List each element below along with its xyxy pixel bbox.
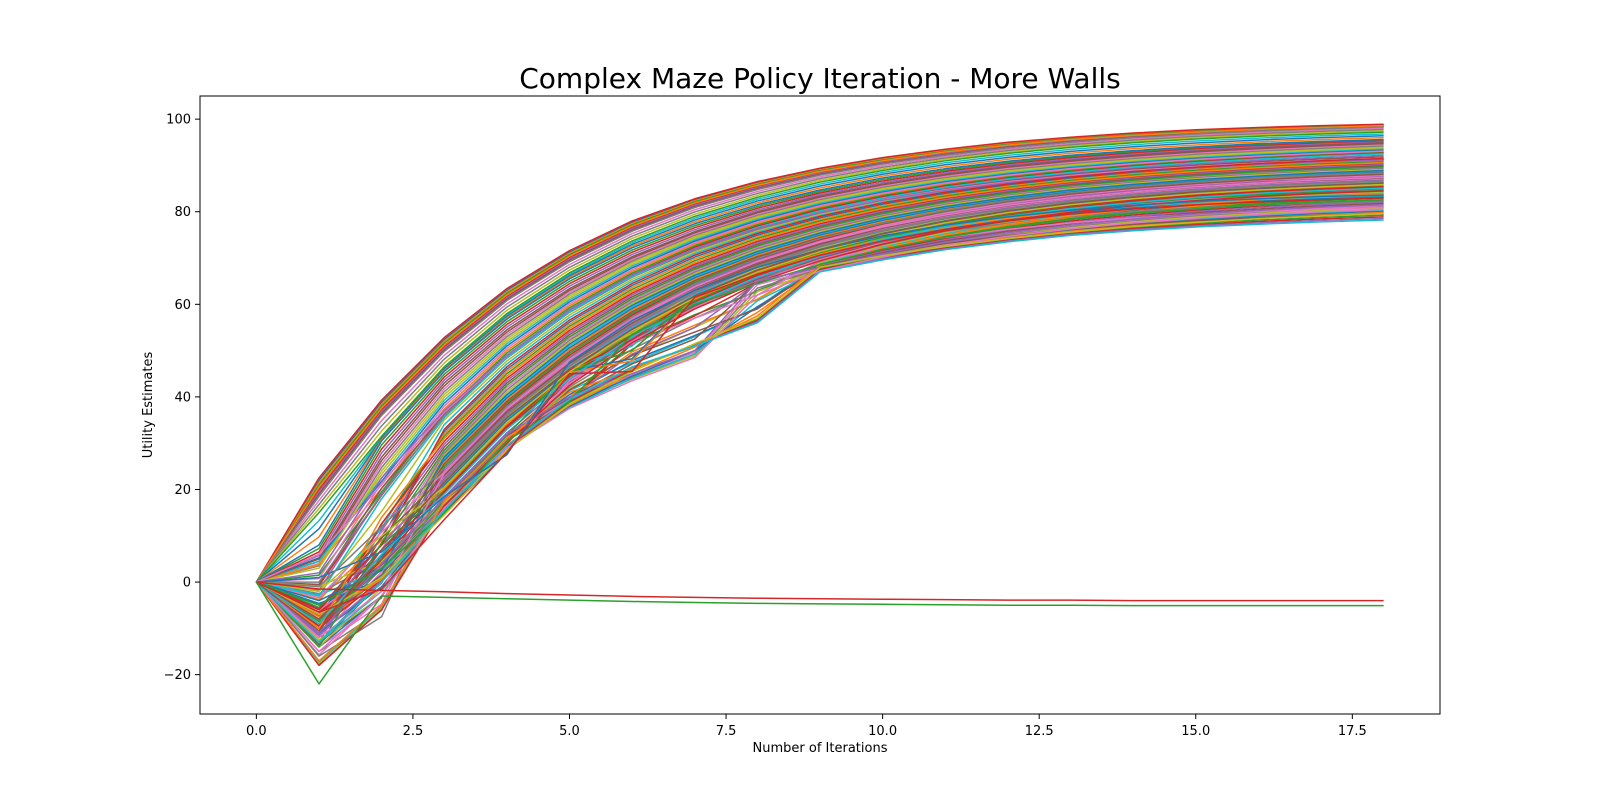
series-line-fill bbox=[255, 128, 1384, 583]
series-line-21 bbox=[256, 198, 1384, 606]
series-line-28 bbox=[255, 182, 1384, 632]
series-line-10 bbox=[256, 157, 1384, 611]
plot-frame bbox=[199, 95, 1441, 715]
series-line-fill bbox=[255, 135, 1384, 583]
y-axis-ticks: −20 0 20 40 60 80 100 bbox=[164, 113, 200, 683]
series-line-fill bbox=[256, 168, 1384, 613]
series-line-11 bbox=[255, 161, 1384, 630]
series-line-fill bbox=[255, 127, 1384, 583]
chart-title: Complex Maze Policy Iteration - More Wal… bbox=[519, 62, 1120, 95]
x-tick-label: 5.0 bbox=[559, 724, 580, 739]
series-line-fill bbox=[256, 140, 1384, 583]
series-line-fill bbox=[255, 160, 1384, 625]
series-line-fill bbox=[256, 147, 1384, 583]
x-tick-label: 10.0 bbox=[868, 724, 897, 739]
series-line-fill bbox=[255, 162, 1384, 634]
series-line-3 bbox=[255, 131, 1384, 583]
series-line-0 bbox=[255, 123, 1384, 583]
series-line-12 bbox=[255, 166, 1384, 648]
series-line-fill bbox=[255, 165, 1384, 643]
series-line-1 bbox=[255, 124, 1384, 583]
series-line-4 bbox=[255, 138, 1384, 583]
series-line-fill bbox=[256, 149, 1384, 583]
series-line-fill bbox=[255, 136, 1384, 583]
series-line-fill bbox=[255, 163, 1384, 639]
y-axis-label: Utility Estimates bbox=[141, 351, 156, 458]
series-line-29 bbox=[256, 172, 1384, 588]
series-line-14 bbox=[255, 173, 1384, 620]
x-tick-label: 15.0 bbox=[1181, 724, 1210, 739]
series-line-fill bbox=[255, 167, 1384, 637]
series-line-24 bbox=[256, 212, 1384, 616]
series-line-16 bbox=[255, 180, 1384, 657]
y-tick-label: 20 bbox=[174, 483, 191, 498]
series-line-13 bbox=[256, 169, 1384, 602]
series-lines bbox=[255, 123, 1384, 685]
series-line-fill bbox=[256, 144, 1384, 583]
series-line-fill bbox=[255, 133, 1384, 583]
series-line-31 bbox=[255, 581, 1384, 685]
series-line-6 bbox=[256, 146, 1384, 583]
series-line-23 bbox=[255, 208, 1384, 653]
y-tick-label: 40 bbox=[174, 390, 191, 405]
y-tick-label: 60 bbox=[174, 298, 191, 313]
x-axis-label: Number of Iterations bbox=[753, 741, 888, 756]
x-tick-label: 2.5 bbox=[403, 724, 424, 739]
series-line-5 bbox=[256, 142, 1384, 583]
series-line-fill bbox=[256, 139, 1384, 583]
y-tick-label: 100 bbox=[166, 113, 191, 128]
series-line-25 bbox=[255, 219, 1384, 643]
series-line-fill bbox=[256, 141, 1384, 583]
series-line-fill bbox=[256, 170, 1384, 606]
series-line-7 bbox=[256, 150, 1384, 583]
series-line-fill bbox=[256, 145, 1384, 583]
series-line-fill bbox=[256, 143, 1384, 583]
y-tick-label: 80 bbox=[174, 205, 191, 220]
series-line-fill bbox=[256, 148, 1384, 583]
series-line-fill bbox=[255, 167, 1384, 625]
series-line-30 bbox=[256, 581, 1384, 602]
x-tick-label: 17.5 bbox=[1338, 724, 1367, 739]
series-line-18 bbox=[255, 187, 1384, 625]
series-line-fill bbox=[256, 151, 1384, 583]
series-line-27 bbox=[256, 197, 1384, 613]
series-line-15 bbox=[255, 176, 1384, 639]
y-tick-label: 0 bbox=[183, 576, 191, 591]
x-axis-ticks: 0.0 2.5 5.0 7.5 10.0 12.5 15.0 17.5 bbox=[246, 714, 1367, 739]
series-line-fill bbox=[256, 174, 1384, 599]
x-tick-label: 7.5 bbox=[716, 724, 737, 739]
series-line-fill bbox=[255, 159, 1384, 620]
x-tick-label: 0.0 bbox=[246, 724, 267, 739]
series-line-17 bbox=[256, 183, 1384, 593]
x-tick-label: 12.5 bbox=[1025, 724, 1054, 739]
series-line-8 bbox=[256, 153, 1384, 597]
series-line-2 bbox=[255, 126, 1384, 583]
series-line-fill bbox=[255, 130, 1384, 583]
y-tick-label: −20 bbox=[164, 668, 191, 683]
series-line-19 bbox=[255, 190, 1384, 667]
